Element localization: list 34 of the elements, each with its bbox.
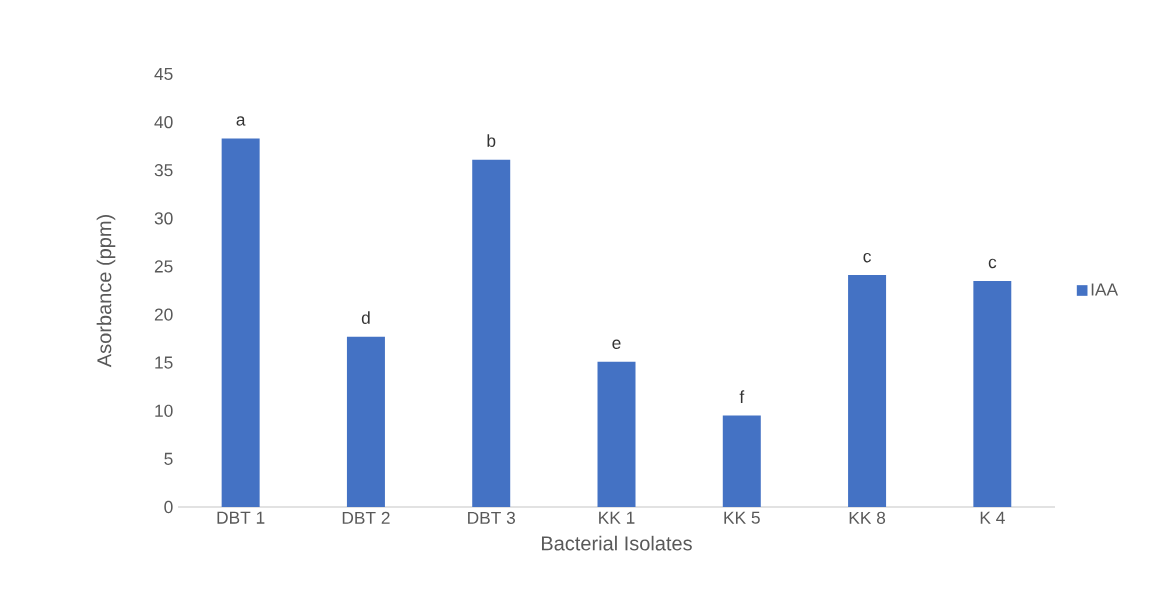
y-tick-label: 35	[154, 164, 173, 177]
bar	[722, 415, 761, 507]
annotation: c	[863, 252, 871, 263]
annotation: e	[612, 339, 621, 349]
y-tick-label: 45	[154, 67, 173, 81]
x-tick-label: KK 1	[599, 511, 635, 524]
y-tick-label: 5	[164, 452, 173, 465]
y-tick-label: 15	[155, 356, 173, 369]
x-tick-label: K 4	[980, 511, 1005, 524]
legend-label: IAA	[1091, 283, 1119, 296]
annotation: c	[988, 258, 997, 269]
bar	[346, 336, 385, 507]
y-tick-label: 20	[154, 308, 173, 321]
bar	[472, 159, 511, 507]
annotation: d	[361, 311, 370, 324]
x-tick-label: KK 5	[724, 511, 760, 524]
x-tick-label: KK 8	[849, 511, 886, 524]
annotation: f	[739, 390, 745, 403]
x-axis-title: Bacterial Isolates	[541, 535, 692, 551]
annotation: b	[487, 134, 496, 147]
y-tick-label: 40	[154, 115, 173, 129]
y-tick-label: 0	[164, 500, 173, 514]
x-tick-label: DBT 3	[468, 511, 516, 524]
bar	[221, 138, 260, 507]
y-axis-title: Asorbance (ppm)	[96, 215, 116, 368]
x-tick-label: DBT 1	[217, 511, 265, 524]
y-tick-label: 30	[154, 212, 173, 225]
annotation: a	[236, 116, 246, 126]
y-tick-label: 25	[154, 260, 173, 273]
x-tick-label: DBT 2	[342, 511, 390, 524]
bar	[973, 280, 1012, 507]
bar	[848, 275, 887, 507]
bar	[597, 361, 636, 507]
y-tick-label: 10	[155, 404, 173, 417]
